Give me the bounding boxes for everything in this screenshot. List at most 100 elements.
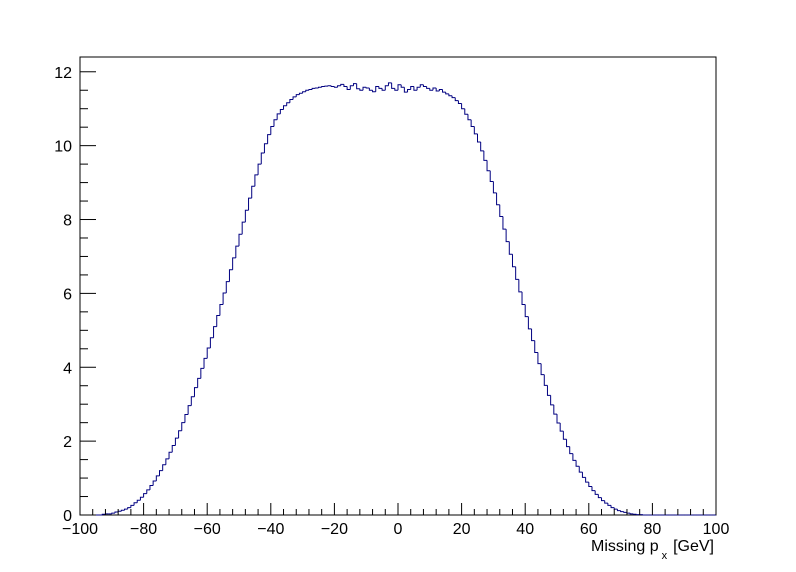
histogram-bin	[340, 83, 344, 86]
y-tick-label: 6	[63, 286, 72, 303]
histogram-bin	[448, 93, 453, 97]
histogram-bin	[171, 445, 176, 453]
histogram-bin	[225, 281, 230, 294]
histogram-bin	[572, 453, 577, 461]
histogram-bin	[111, 512, 115, 514]
histogram-bin	[235, 245, 239, 258]
histogram-bin	[400, 84, 405, 88]
histogram-bin	[159, 470, 163, 476]
histogram-bin	[333, 86, 338, 88]
histogram-bin	[562, 431, 567, 440]
histogram-bin	[527, 316, 532, 330]
x-axis-title-subscript: x	[662, 550, 668, 562]
histogram-bin	[114, 511, 119, 514]
histogram-bin	[343, 84, 348, 88]
histogram-bin	[445, 92, 449, 95]
histogram-bin	[276, 113, 281, 120]
histogram-bin	[203, 357, 208, 369]
histogram-bin	[365, 87, 370, 89]
histogram-bin	[422, 84, 427, 88]
histogram-bin	[499, 204, 503, 218]
histogram-bin	[216, 315, 220, 327]
histogram-bin	[384, 85, 389, 91]
histogram-bin	[368, 88, 373, 91]
histogram-bin	[130, 504, 135, 508]
histogram-bin	[559, 423, 564, 432]
histogram-bin	[426, 86, 430, 89]
histogram-bin	[521, 291, 526, 305]
histogram-bin	[537, 352, 542, 365]
histogram-bin	[219, 303, 224, 316]
histogram-bin	[359, 88, 364, 91]
histogram-bin	[556, 414, 561, 424]
histogram-bin	[244, 209, 249, 223]
histogram-bin	[295, 94, 300, 97]
histogram-bin	[356, 83, 360, 90]
histogram-bin	[101, 513, 106, 515]
histogram-bin	[378, 86, 383, 89]
histogram-bin	[623, 511, 627, 513]
histogram-bin	[263, 143, 268, 154]
histogram-bin	[267, 134, 271, 144]
histogram-bin	[352, 83, 357, 86]
histogram-bin	[505, 229, 510, 243]
histogram-bin	[381, 88, 386, 91]
histogram-bin	[419, 84, 424, 88]
histogram-bin	[496, 192, 500, 206]
histogram-bin	[477, 133, 481, 143]
histogram-bin	[337, 85, 341, 88]
histogram-bin	[435, 88, 440, 92]
histogram-bin	[127, 507, 131, 510]
x-tick-label: −40	[257, 521, 284, 538]
histogram-bin	[591, 486, 596, 492]
histogram-bin	[454, 97, 459, 102]
histogram-bin	[610, 505, 615, 509]
histogram-bin	[349, 85, 354, 90]
y-tick-label: 12	[54, 65, 72, 82]
histogram-bin	[286, 102, 290, 106]
histogram-bin	[187, 405, 192, 415]
histogram-bin	[174, 437, 179, 446]
x-tick-label: 0	[394, 521, 403, 538]
histogram-bin	[438, 89, 443, 91]
histogram-bin	[143, 493, 147, 498]
histogram-bin	[407, 89, 411, 93]
histogram-bin	[492, 181, 497, 194]
histogram-bin	[318, 86, 322, 89]
histogram-bin	[213, 326, 217, 338]
histogram-bin	[607, 503, 612, 506]
histogram-bin	[429, 88, 433, 91]
histogram-bin	[254, 174, 259, 187]
x-tick-label: 40	[516, 521, 534, 538]
x-tick-label: −100	[62, 521, 98, 538]
histogram-bin	[270, 125, 274, 135]
x-axis: −100 −80 −60 −40 −20 0 20 40 60 80 100	[62, 503, 729, 538]
histogram-bin	[464, 108, 468, 115]
histogram-bin	[601, 497, 605, 502]
x-tick-label: 80	[644, 521, 662, 538]
histogram-bin	[515, 266, 519, 280]
x-axis-title-main: Missing p	[591, 538, 659, 555]
histogram-bin	[413, 86, 418, 91]
histogram-bin	[391, 82, 395, 89]
y-tick-label: 0	[63, 508, 72, 525]
x-tick-label: 60	[580, 521, 598, 538]
histogram-bin	[120, 509, 125, 512]
histogram-bin	[260, 152, 265, 165]
histogram-bin	[146, 489, 150, 494]
histogram-bin	[165, 458, 170, 465]
histogram-bin	[489, 170, 494, 182]
histogram-bin	[178, 430, 182, 439]
histogram-bin	[432, 87, 437, 91]
histogram-bin	[238, 233, 243, 247]
histogram-bin	[480, 141, 484, 152]
histogram-bin	[305, 89, 309, 92]
x-tick-label: −60	[194, 521, 221, 538]
histogram-bin	[273, 119, 278, 127]
histogram-bin	[416, 86, 421, 91]
x-axis-title: Missing px [GeV]	[591, 538, 714, 562]
histogram-bin	[375, 86, 379, 92]
histogram-bin	[461, 103, 465, 110]
histogram-bin	[298, 92, 303, 95]
